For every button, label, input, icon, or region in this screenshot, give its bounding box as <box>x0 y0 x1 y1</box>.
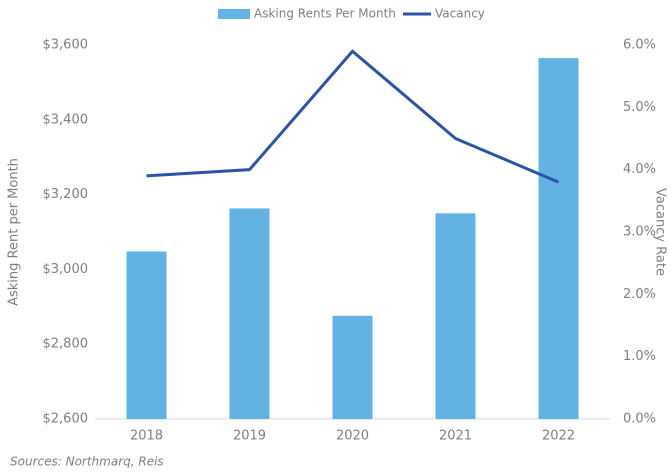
line <box>146 49 560 184</box>
y-tick-label: $2,600 <box>43 412 89 427</box>
x-tick-label: 2018 <box>130 429 163 444</box>
y2-tick-label: 0.0% <box>623 412 656 427</box>
y2-tick-label: 2.0% <box>623 287 656 302</box>
y2-tick-label: 4.0% <box>623 162 656 177</box>
y2-axis-label: Vacancy Rate <box>653 188 668 276</box>
y2-tick-label: 6.0% <box>623 38 656 53</box>
y2-tick-label: 1.0% <box>623 349 656 364</box>
x-tick-label: 2019 <box>233 429 266 444</box>
y2-tick-label: 3.0% <box>623 225 656 240</box>
y-tick-label: $3,600 <box>43 38 89 53</box>
bar <box>538 58 579 420</box>
y-axis-label: Asking Rent per Month <box>7 158 22 306</box>
y-tick-label: $3,200 <box>43 187 89 202</box>
legend-swatch <box>218 9 250 19</box>
bar <box>229 208 270 419</box>
y-tick-label: $3,000 <box>43 262 89 277</box>
bar <box>435 213 476 419</box>
y-tick-label: $2,800 <box>43 337 89 352</box>
x-tick-label: 2022 <box>542 429 575 444</box>
legend-label: Vacancy <box>435 7 485 21</box>
y-tick-label: $3,400 <box>43 112 89 127</box>
legend-label: Asking Rents Per Month <box>254 7 396 21</box>
bar <box>126 251 167 419</box>
bar <box>332 315 373 419</box>
y2-tick-label: 5.0% <box>623 100 656 115</box>
source-note: Sources: Northmarq, Reis <box>10 455 164 469</box>
x-tick-label: 2020 <box>336 429 369 444</box>
x-tick-label: 2021 <box>439 429 472 444</box>
